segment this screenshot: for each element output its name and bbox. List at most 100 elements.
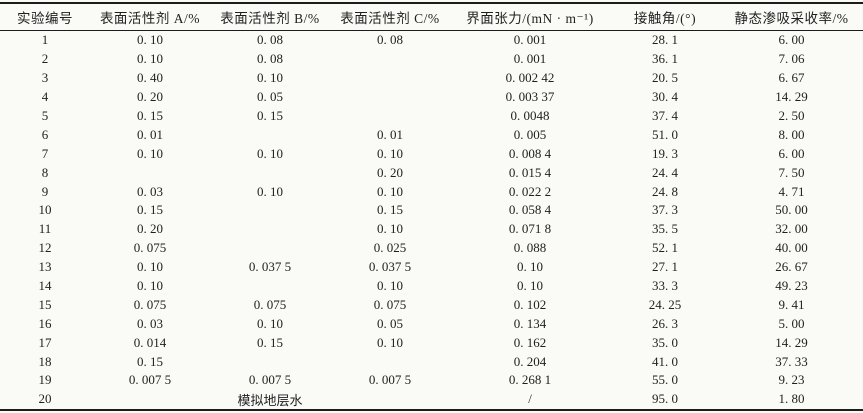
- table-cell: 0. 05: [377, 315, 403, 331]
- table-cell: 24. 4: [652, 164, 678, 180]
- table-cell: 0. 015 4: [508, 164, 552, 180]
- table-cell: 1: [41, 32, 49, 48]
- table-cell: 40. 00: [775, 240, 808, 256]
- table-cell: 0. 10: [517, 278, 543, 294]
- table-cell: 26. 67: [775, 259, 808, 275]
- table-cell: 0. 10: [137, 32, 163, 48]
- table-cell: 51. 0: [652, 126, 678, 142]
- table-cell: 49. 23: [775, 278, 808, 294]
- table-cell: 0. 071 8: [508, 221, 552, 237]
- table-cell: 0. 10: [257, 70, 283, 86]
- column-header-3: 表面活性剂 C/%: [340, 11, 440, 26]
- table-cell: 0. 007 5: [368, 372, 412, 388]
- table-cell: 0. 05: [257, 89, 283, 105]
- table-cell: 0. 10: [517, 259, 543, 275]
- table-cell: 0. 15: [137, 353, 163, 369]
- table-cell: 0. 268 1: [508, 372, 552, 388]
- table-cell: 0. 10: [377, 221, 403, 237]
- table-cell: 18: [38, 353, 52, 369]
- table-cell: 19: [38, 372, 52, 388]
- table-cell: 1. 80: [778, 391, 805, 407]
- table-cell: 30. 4: [652, 89, 678, 105]
- table-cell: 0. 088: [513, 240, 547, 256]
- table-cell: 0. 134: [513, 315, 547, 331]
- table-cell: 37. 4: [652, 108, 678, 123]
- table-cell: 0. 20: [137, 89, 163, 105]
- table-cell: 模拟地层水: [237, 392, 303, 408]
- table-cell: 0. 10: [377, 183, 403, 199]
- table-cell: 0. 03: [137, 315, 163, 331]
- table-cell: 37. 3: [652, 202, 678, 218]
- table-cell: 2. 50: [778, 108, 805, 123]
- table-row-4: 4 0. 20 0. 05 0. 003 37 30. 4 14. 29: [0, 88, 863, 107]
- table-row-11: 11 0. 20 0. 10 0. 071 8 35. 5 32. 00: [0, 220, 863, 239]
- table-cell: 0. 15: [257, 108, 283, 123]
- table-cell: 0. 022 2: [508, 183, 552, 199]
- table-cell: 0. 10: [137, 278, 163, 294]
- table-row-16: 16 0. 03 0. 10 0. 05 0. 134 26. 3 5. 00: [0, 314, 863, 333]
- table-row-13: 13 0. 10 0. 037 5 0. 037 5 0. 10 27. 1 26. 67: [0, 258, 863, 277]
- table-cell: 0. 005: [513, 126, 547, 142]
- table-cell: 50. 00: [775, 202, 808, 218]
- table-cell: [330, 107, 450, 126]
- table-cell: 55. 0: [652, 372, 678, 388]
- table-cell: 6. 00: [778, 145, 805, 161]
- table-cell: 0. 15: [257, 334, 283, 350]
- table-cell: 0. 001: [513, 51, 547, 67]
- table-cell: 15: [38, 296, 52, 312]
- column-header-1: 表面活性剂 A/%: [99, 11, 201, 26]
- table-cell: 0. 10: [137, 145, 163, 161]
- table-row-20: 20 模拟地层水 / 95. 0 1. 80: [0, 390, 863, 410]
- table-cell: 0. 075: [373, 296, 407, 312]
- table-row-6: 6 0. 01 0. 01 0. 005 51. 0 8. 00: [0, 125, 863, 144]
- table-cell: 0. 15: [137, 202, 163, 218]
- table-cell: 0. 10: [377, 278, 403, 294]
- table-cell: 0. 002 42: [505, 70, 555, 86]
- table-row-19: 19 0. 007 5 0. 007 5 0. 007 5 0. 268 1 55. 0 9…: [0, 371, 863, 390]
- table-cell: [210, 352, 330, 371]
- table-cell: 26. 3: [652, 315, 678, 331]
- column-header-2: 表面活性剂 B/%: [220, 11, 320, 26]
- table-cell: 0. 08: [257, 51, 283, 67]
- table-cell: 9. 23: [778, 372, 805, 388]
- table-cell: 0. 058 4: [508, 202, 552, 218]
- table-cell: 0. 03: [137, 183, 163, 199]
- table-row-14: 14 0. 10 0. 10 0. 10 33. 3 49. 23: [0, 277, 863, 296]
- table-cell: 10: [38, 202, 52, 218]
- table-cell: 0. 162: [513, 334, 547, 350]
- table-cell: 36. 1: [652, 51, 678, 67]
- table-cell: 9: [41, 183, 49, 199]
- table-cell: 0. 014: [133, 334, 167, 350]
- table-row-15: 15 0. 075 0. 075 0. 075 0. 102 24. 25 9. 41: [0, 295, 863, 314]
- table-cell: 0. 10: [137, 259, 163, 275]
- table-cell: 0. 003 37: [505, 89, 555, 105]
- table-row-18: 18 0. 15 0. 204 41. 0 37. 33: [0, 352, 863, 371]
- table-cell: 17: [38, 334, 52, 350]
- table-cell: 0. 102: [513, 296, 547, 312]
- table-cell: 14. 29: [775, 334, 808, 350]
- table-cell: 0. 15: [137, 108, 163, 123]
- table-cell: 35. 5: [652, 221, 678, 237]
- table-cell: [210, 201, 330, 220]
- column-header-6: 静态渗吸采收率/%: [734, 11, 849, 26]
- table-cell: 0. 40: [137, 70, 163, 86]
- table-cell: 11: [38, 221, 52, 237]
- table-cell: 5. 00: [778, 315, 805, 331]
- table-cell: 3: [41, 70, 49, 86]
- table-row-8: 8 0. 20 0. 015 4 24. 4 7. 50: [0, 163, 863, 182]
- table-cell: 0. 08: [257, 32, 283, 48]
- table-header-row: 实验编号 表面活性剂 A/% 表面活性剂 B/% 表面活性剂 C/% 界面张力/(mN …: [0, 3, 863, 31]
- table-cell: 14. 29: [775, 89, 808, 105]
- table-cell: 0. 001: [513, 32, 547, 48]
- table-cell: 0. 10: [257, 145, 283, 161]
- table-cell: 7. 06: [778, 51, 805, 67]
- table-cell: 0. 10: [137, 51, 163, 67]
- table-cell: 4. 71: [778, 183, 805, 199]
- table-cell: 28. 1: [652, 32, 678, 48]
- table-row-10: 10 0. 15 0. 15 0. 058 4 37. 3 50. 00: [0, 201, 863, 220]
- table-cell: 33. 3: [652, 278, 678, 294]
- table-cell: 6. 00: [778, 32, 805, 48]
- table-cell: 24. 25: [648, 296, 682, 312]
- table-row-7: 7 0. 10 0. 10 0. 10 0. 008 4 19. 3 6. 00: [0, 144, 863, 163]
